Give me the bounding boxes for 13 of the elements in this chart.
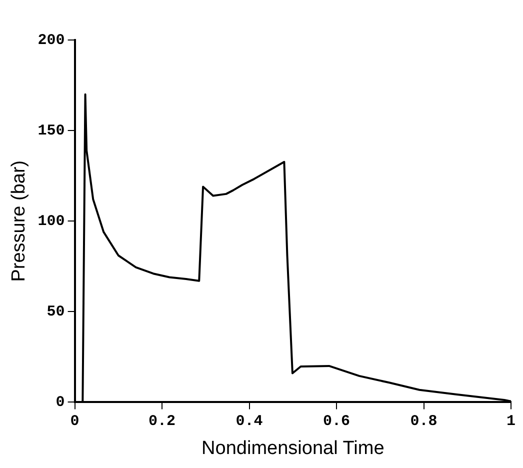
y-tick-label: 100 — [38, 212, 65, 230]
x-axis-title: Nondimensional Time — [202, 438, 384, 459]
x-tick-label: 1 — [506, 412, 516, 430]
x-tick-label: 0.8 — [410, 412, 438, 430]
y-tick-label: 200 — [38, 32, 65, 49]
x-tick-label: 0.2 — [148, 412, 176, 430]
x-tick-label: 0 — [70, 412, 80, 430]
x-tick-label: 0.4 — [236, 412, 263, 430]
y-axis-title: Pressure (bar) — [8, 160, 30, 282]
y-tick-label: 0 — [56, 394, 65, 411]
y-tick-label: 150 — [38, 122, 65, 140]
x-tick-label: 0.6 — [323, 412, 350, 430]
y-tick-label: 50 — [46, 303, 65, 320]
